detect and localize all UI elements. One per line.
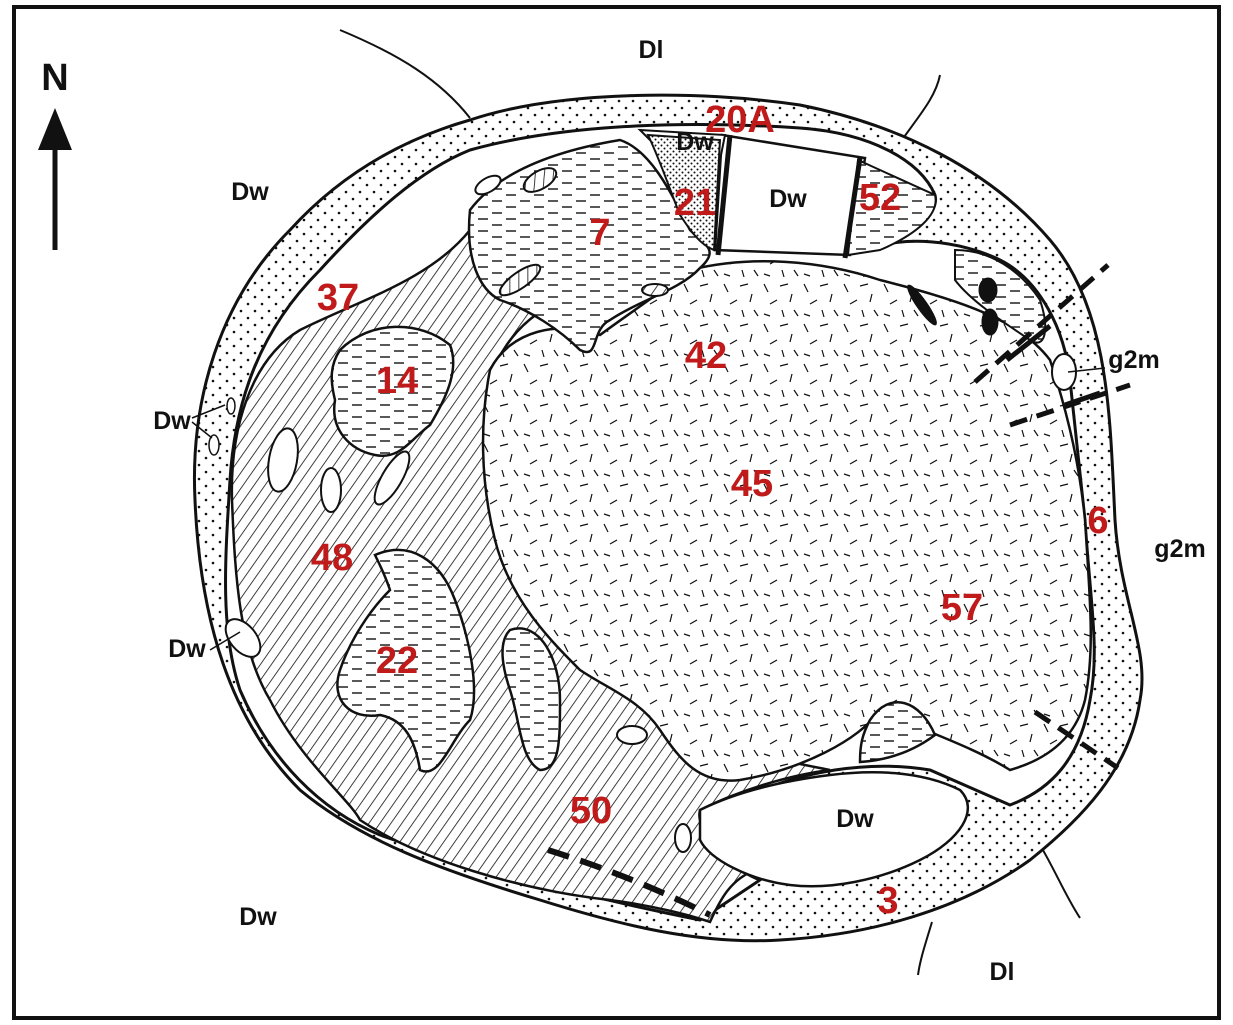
site-number-22: 22 xyxy=(376,640,418,682)
dashed-unit-northeast xyxy=(954,248,1047,344)
site-number-57: 57 xyxy=(941,587,983,629)
unit-label-dw-south-inner: Dw xyxy=(836,805,874,833)
fault-ne-1 xyxy=(973,263,1110,384)
dashed-unit-14 xyxy=(330,325,455,458)
inclusion-7 xyxy=(373,450,411,506)
fault-solid-ne-2 xyxy=(1064,390,1101,408)
site-number-42: 42 xyxy=(685,335,727,377)
unit-label-g2m-east-upper: g2m xyxy=(1108,346,1159,374)
unit-label-dw-north-small: Dw xyxy=(676,128,714,156)
unit-label-g2m-east: g2m xyxy=(1154,535,1205,563)
north-arrow-label: N xyxy=(41,57,68,99)
contact-line-southeast xyxy=(1039,844,1081,919)
leader-dw-west-upper-2 xyxy=(191,421,213,439)
site-number-45: 45 xyxy=(731,463,773,505)
site-number-14: 14 xyxy=(376,360,418,402)
dashed-unit-southeast xyxy=(858,701,937,764)
unit-label-dw-nw: Dw xyxy=(231,178,269,206)
unit-label-dl-bottom: Dl xyxy=(990,958,1015,986)
unit-label-dw-sw: Dw xyxy=(239,903,277,931)
dw-window-south xyxy=(698,770,970,888)
site-number-3: 3 xyxy=(877,880,898,922)
site-number-6: 6 xyxy=(1087,500,1108,542)
dashed-unit-7 xyxy=(467,138,711,354)
inclusion-8 xyxy=(224,618,262,658)
fault-se xyxy=(1033,709,1120,771)
site-number-50: 50 xyxy=(570,790,612,832)
fault-south xyxy=(547,847,712,918)
north-arrow: N xyxy=(38,57,72,250)
inclusion-10 xyxy=(208,434,220,456)
inclusion-15 xyxy=(907,284,937,326)
site-number-52: 52 xyxy=(859,177,901,219)
dashed-unit-22 xyxy=(336,548,476,773)
inclusion-5 xyxy=(267,427,299,493)
inclusion-11 xyxy=(674,823,692,853)
site-number-48: 48 xyxy=(311,537,353,579)
inclusion-2 xyxy=(522,167,558,193)
stippled-wedge-21 xyxy=(646,133,722,252)
inclusion-g2m xyxy=(1051,353,1077,391)
inclusion-1 xyxy=(474,174,502,196)
inclusion-4 xyxy=(641,283,669,297)
inclusion-3 xyxy=(498,263,542,297)
inclusion-9 xyxy=(226,397,236,415)
dashed-block-52 xyxy=(846,158,937,257)
site-number-37: 37 xyxy=(317,277,359,319)
inclusion-12 xyxy=(616,725,648,745)
contact-line-north xyxy=(339,29,471,119)
inclusion-6 xyxy=(320,467,342,513)
unit-label-dl-top: Dl xyxy=(639,36,664,64)
leader-dw-west-upper xyxy=(191,404,226,419)
leader-dw-west-lower xyxy=(209,631,241,651)
north-arrow-head xyxy=(38,108,72,150)
random-dash-unit xyxy=(481,260,1093,782)
unit-label-dw-west-upper: Dw xyxy=(153,407,191,435)
site-number-21: 21 xyxy=(674,182,716,224)
inclusion-14 xyxy=(981,308,999,336)
dike-line-2 xyxy=(842,157,863,259)
dike-line-1 xyxy=(715,134,733,256)
dashed-unit-south-tongue xyxy=(501,627,562,772)
site-number-20A: 20A xyxy=(705,99,775,141)
site-number-7: 7 xyxy=(589,212,610,254)
unit-label-dw-north-center: Dw xyxy=(769,185,807,213)
unit-label-dw-west-lower: Dw xyxy=(168,635,206,663)
inclusion-13 xyxy=(978,277,998,303)
leader-g2m xyxy=(1067,367,1106,373)
fault-solid-ne xyxy=(1005,324,1052,362)
contact-line-south xyxy=(917,921,933,976)
